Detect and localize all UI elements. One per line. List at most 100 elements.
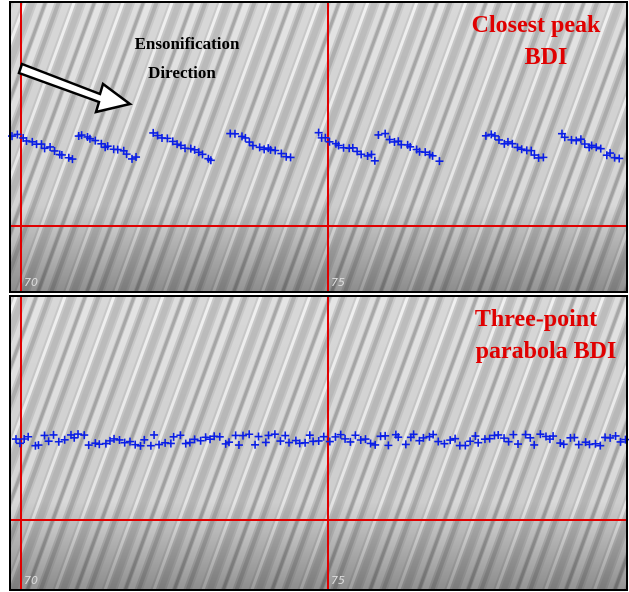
bdi-point [105, 436, 114, 445]
bdi-point [120, 438, 129, 447]
bdi-point [97, 139, 106, 148]
bdi-point [206, 156, 215, 165]
bdi-point [271, 146, 280, 155]
x-label: 75 [331, 574, 345, 587]
bdi-point [435, 157, 444, 166]
bdi-point [196, 436, 205, 445]
bdi-point [415, 436, 424, 445]
bdi-point [131, 440, 140, 449]
bdi-point [34, 441, 43, 450]
bdi-point [201, 433, 210, 442]
bdi-point [153, 131, 162, 140]
bdi-point [181, 439, 190, 448]
bdi-point [11, 435, 20, 444]
panel-title: BDI [525, 44, 568, 70]
direction-arrow [17, 62, 133, 114]
bdi-point [74, 430, 83, 439]
bdi-point [251, 440, 260, 449]
bdi-point [596, 144, 605, 153]
bdi-point [606, 149, 615, 158]
bdi-point [284, 438, 293, 447]
bdi-point [91, 439, 100, 448]
bdi-point [490, 131, 499, 140]
bdi-point [176, 141, 185, 150]
bdi-point [305, 431, 314, 440]
bdi-point [255, 143, 264, 152]
bdi-point [77, 131, 86, 140]
bdi-point [370, 156, 379, 165]
bdi-point [549, 432, 558, 441]
bdi-point [132, 153, 141, 162]
bdi-point [103, 142, 112, 151]
bdi-point [570, 433, 579, 442]
bdi-point [245, 138, 254, 147]
bdi-point [206, 435, 215, 444]
bdi-point [248, 141, 257, 150]
sonar-panel: 70 75 Closest peak BDI [8, 1, 628, 293]
bdi-point [521, 430, 530, 439]
bdi-point [231, 431, 240, 440]
bdi-point [500, 434, 509, 443]
bdi-point [446, 436, 455, 445]
bdi-point [286, 153, 295, 162]
bdi-point [615, 154, 624, 163]
annotation-line: Direction [148, 63, 216, 82]
bdi-point [356, 436, 365, 445]
bdi-point [494, 430, 503, 439]
bdi-point [610, 153, 619, 162]
bdi-point [64, 153, 73, 162]
bdi-point [421, 148, 430, 157]
bdi-point [576, 135, 585, 144]
bdi-point [186, 144, 195, 153]
bdi-point [616, 437, 625, 446]
bdi-point [371, 440, 380, 449]
bdi-point [16, 439, 25, 448]
bdi-point [276, 437, 285, 446]
bdi-point [574, 440, 583, 449]
bdi-point [325, 437, 334, 446]
bdi-point [434, 437, 443, 446]
bdi-point [169, 432, 178, 441]
bdi-point [24, 432, 33, 441]
bdi-point [22, 136, 31, 145]
bdi-point [353, 147, 362, 156]
bdi-point [556, 439, 565, 448]
bdi-point [49, 430, 58, 439]
bdi-point [385, 135, 394, 144]
bdi-point [261, 438, 270, 447]
bdi-point [526, 433, 535, 442]
bdi-point [44, 437, 53, 446]
bdi-point [474, 438, 483, 447]
x-label: 75 [331, 276, 345, 289]
bdi-point [101, 439, 110, 448]
panel-title: Closest peak [472, 12, 601, 38]
bdi-point [587, 141, 596, 150]
bdi-point [163, 134, 172, 143]
bdi-point [150, 430, 159, 439]
bdi-point [580, 140, 589, 149]
bdi-point [596, 441, 605, 450]
x-label: 70 [24, 276, 38, 289]
bdi-point [361, 435, 370, 444]
bdi-point [621, 435, 629, 444]
bdi-point [60, 435, 69, 444]
bdi-point [173, 140, 182, 149]
bdi-point [367, 150, 376, 159]
bdi-point [363, 151, 372, 160]
bdi-point [113, 145, 122, 154]
panel-title: Three-point [475, 306, 597, 332]
bdi-point [611, 431, 620, 440]
bdi-point [539, 153, 548, 162]
bdi-point [314, 436, 323, 445]
bdi-point [487, 130, 496, 139]
bdi-point [572, 136, 581, 145]
bdi-point [485, 434, 494, 443]
bdi-point [606, 433, 615, 442]
bdi-point [336, 430, 345, 439]
bdi-point [494, 135, 503, 144]
bdi-point [341, 434, 350, 443]
bdi-point [346, 437, 355, 446]
bdi-point [166, 439, 175, 448]
bdi-point [481, 131, 490, 140]
